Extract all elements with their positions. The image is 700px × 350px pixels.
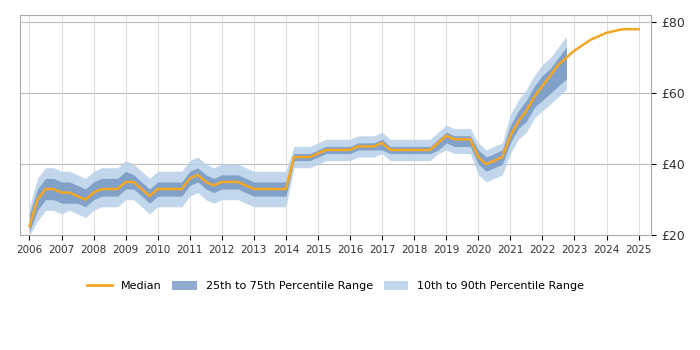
Legend: Median, 25th to 75th Percentile Range, 10th to 90th Percentile Range: Median, 25th to 75th Percentile Range, 1… <box>83 276 589 296</box>
